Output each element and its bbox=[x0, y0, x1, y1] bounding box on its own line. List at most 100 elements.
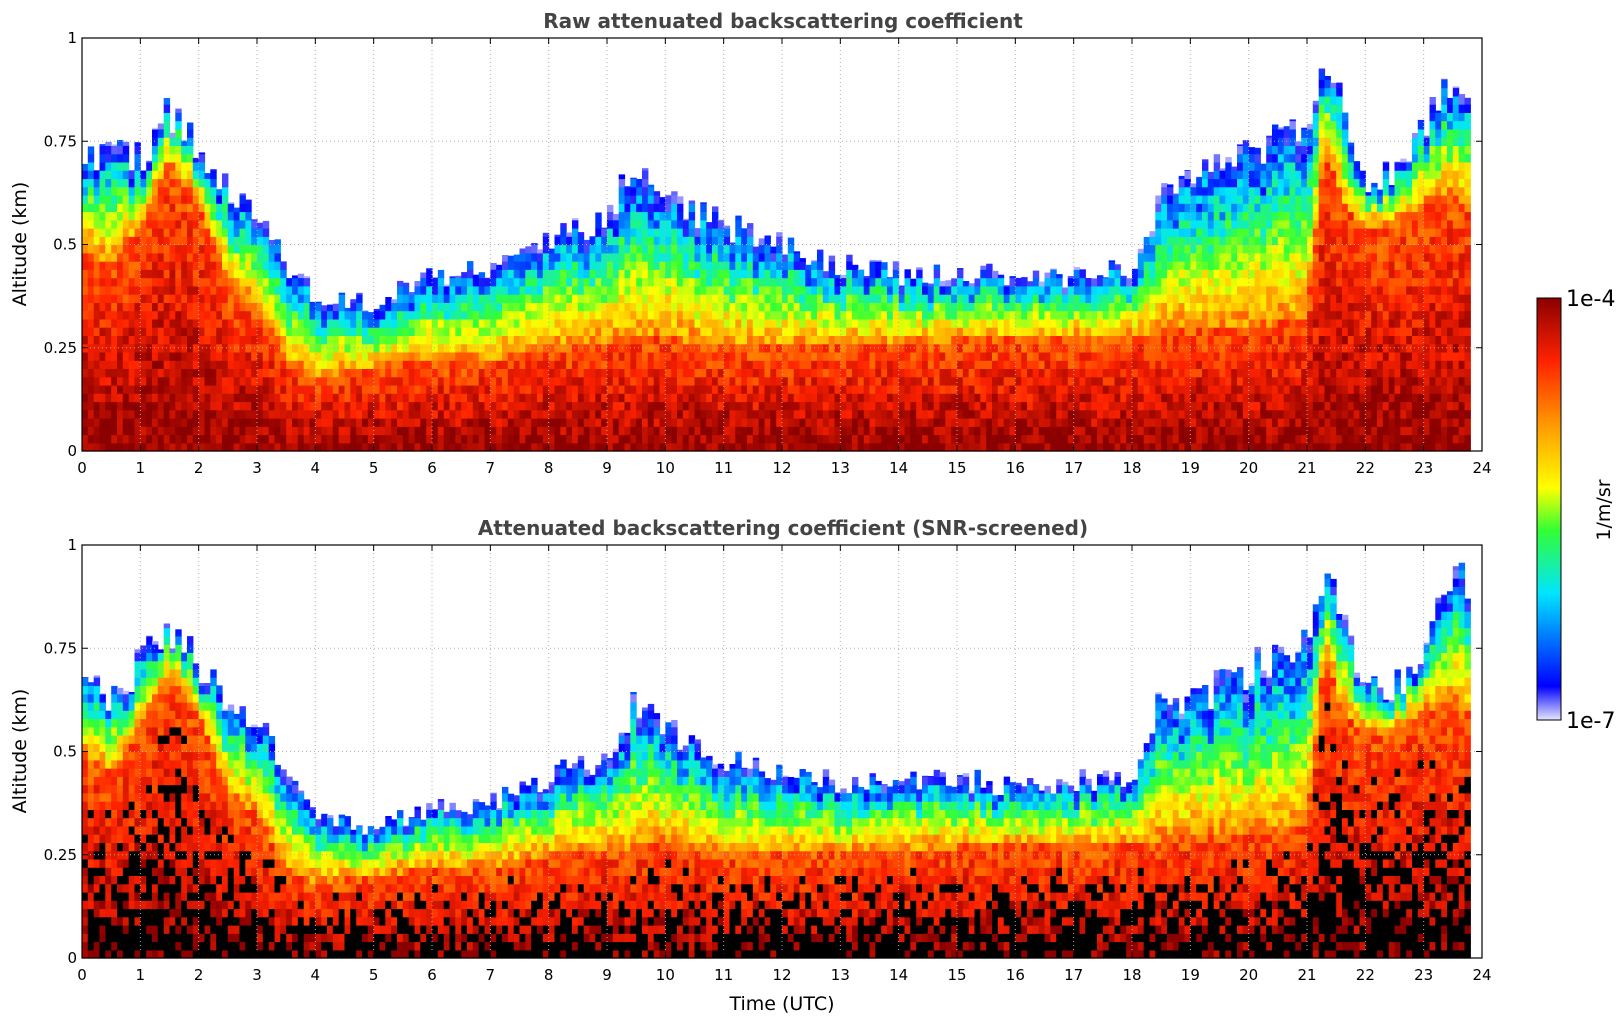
heatmap-cell bbox=[537, 318, 544, 328]
heatmap-cell bbox=[245, 343, 252, 353]
heatmap-cell bbox=[665, 194, 672, 204]
heatmap-cell bbox=[128, 318, 136, 328]
heatmap-cell bbox=[1126, 335, 1133, 345]
heatmap-cell bbox=[484, 277, 491, 279]
heatmap-cell bbox=[216, 393, 223, 403]
heatmap-cell bbox=[245, 211, 252, 221]
heatmap-cell bbox=[560, 302, 567, 312]
heatmap-cell bbox=[706, 269, 713, 279]
heatmap-cell bbox=[169, 418, 176, 427]
heatmap-cell bbox=[601, 360, 608, 369]
heatmap-cell bbox=[204, 285, 211, 295]
heatmap-cell bbox=[502, 393, 509, 403]
heatmap-cell bbox=[776, 244, 783, 254]
heatmap-cell bbox=[1126, 426, 1133, 436]
heatmap-cell bbox=[735, 351, 742, 361]
heatmap-cell bbox=[980, 426, 987, 436]
heatmap-cell bbox=[163, 186, 171, 196]
heatmap-cell bbox=[577, 434, 585, 444]
heatmap-cell bbox=[134, 294, 141, 303]
heatmap-cell bbox=[997, 409, 1005, 419]
heatmap-cell bbox=[216, 261, 223, 270]
heatmap-cell bbox=[379, 409, 386, 419]
heatmap-cell bbox=[111, 310, 118, 320]
heatmap-cell bbox=[601, 368, 608, 378]
heatmap-cell bbox=[1114, 318, 1121, 328]
heatmap-cell bbox=[414, 281, 421, 287]
heatmap-cell bbox=[222, 277, 229, 287]
heatmap-cell bbox=[245, 434, 252, 444]
heatmap-cell bbox=[1015, 418, 1022, 427]
heatmap-cell bbox=[192, 194, 200, 204]
heatmap-cell bbox=[297, 376, 305, 386]
heatmap-cell bbox=[1172, 393, 1180, 403]
heatmap-cell bbox=[210, 343, 217, 353]
heatmap-cell bbox=[262, 418, 270, 427]
heatmap-cell bbox=[426, 418, 433, 427]
heatmap-cell bbox=[916, 442, 923, 452]
heatmap-cell bbox=[152, 318, 159, 328]
heatmap-cell bbox=[612, 393, 620, 403]
heatmap-cell bbox=[624, 252, 631, 262]
heatmap-cell bbox=[898, 434, 906, 444]
heatmap-cell bbox=[99, 327, 106, 336]
heatmap-cell bbox=[723, 236, 731, 246]
heatmap-cell bbox=[612, 269, 620, 279]
heatmap-cell bbox=[397, 294, 404, 303]
heatmap-cell bbox=[817, 249, 824, 254]
heatmap-cell bbox=[566, 236, 573, 246]
heatmap-cell bbox=[834, 442, 841, 452]
heatmap-cell bbox=[688, 442, 696, 452]
heatmap-cell bbox=[216, 327, 223, 336]
heatmap-cell bbox=[560, 434, 567, 444]
heatmap-cell bbox=[974, 376, 981, 386]
heatmap-cell bbox=[677, 285, 684, 295]
heatmap-cell bbox=[513, 384, 521, 394]
heatmap-cell bbox=[175, 335, 182, 345]
heatmap-cell bbox=[478, 393, 486, 403]
heatmap-cell bbox=[817, 376, 824, 386]
heatmap-cell bbox=[426, 327, 433, 336]
heatmap-cell bbox=[548, 418, 556, 427]
heatmap-cell bbox=[881, 262, 888, 270]
heatmap-cell bbox=[787, 368, 795, 378]
heatmap-cell bbox=[1120, 434, 1127, 444]
heatmap-cell bbox=[309, 418, 316, 427]
heatmap-cell bbox=[863, 277, 871, 287]
heatmap-cell bbox=[99, 384, 106, 394]
heatmap-cell bbox=[245, 203, 252, 213]
heatmap-cell bbox=[262, 351, 270, 361]
heatmap-cell bbox=[117, 285, 124, 295]
heatmap-cell bbox=[647, 418, 655, 427]
heatmap-cell bbox=[437, 294, 445, 303]
heatmap-cell bbox=[181, 310, 188, 320]
heatmap-cell bbox=[671, 203, 678, 213]
heatmap-cell bbox=[682, 277, 690, 287]
heatmap-cell bbox=[747, 418, 754, 427]
heatmap-cell bbox=[764, 442, 771, 452]
heatmap-cell bbox=[262, 228, 270, 237]
heatmap-cell bbox=[647, 285, 655, 295]
heatmap-cell bbox=[204, 401, 211, 411]
heatmap-cell bbox=[227, 351, 235, 361]
heatmap-cell bbox=[169, 137, 176, 146]
heatmap-cell bbox=[828, 294, 836, 303]
heatmap-cell bbox=[1073, 409, 1081, 419]
heatmap-cell bbox=[152, 170, 159, 180]
heatmap-cell bbox=[793, 384, 801, 394]
heatmap-cell bbox=[577, 236, 585, 246]
heatmap-cell bbox=[834, 393, 841, 403]
heatmap-cell bbox=[1067, 327, 1075, 336]
heatmap-cell bbox=[140, 285, 147, 295]
heatmap-cell bbox=[997, 368, 1005, 378]
heatmap-cell bbox=[93, 211, 101, 221]
heatmap-cell bbox=[338, 409, 346, 419]
heatmap-cell bbox=[87, 351, 95, 361]
heatmap-cell bbox=[542, 285, 550, 295]
heatmap-cell bbox=[245, 426, 252, 436]
heatmap-cell bbox=[887, 302, 894, 312]
heatmap-cell bbox=[87, 376, 95, 386]
heatmap-cell bbox=[268, 285, 276, 295]
heatmap-cell bbox=[344, 384, 351, 394]
heatmap-cell bbox=[134, 335, 141, 345]
